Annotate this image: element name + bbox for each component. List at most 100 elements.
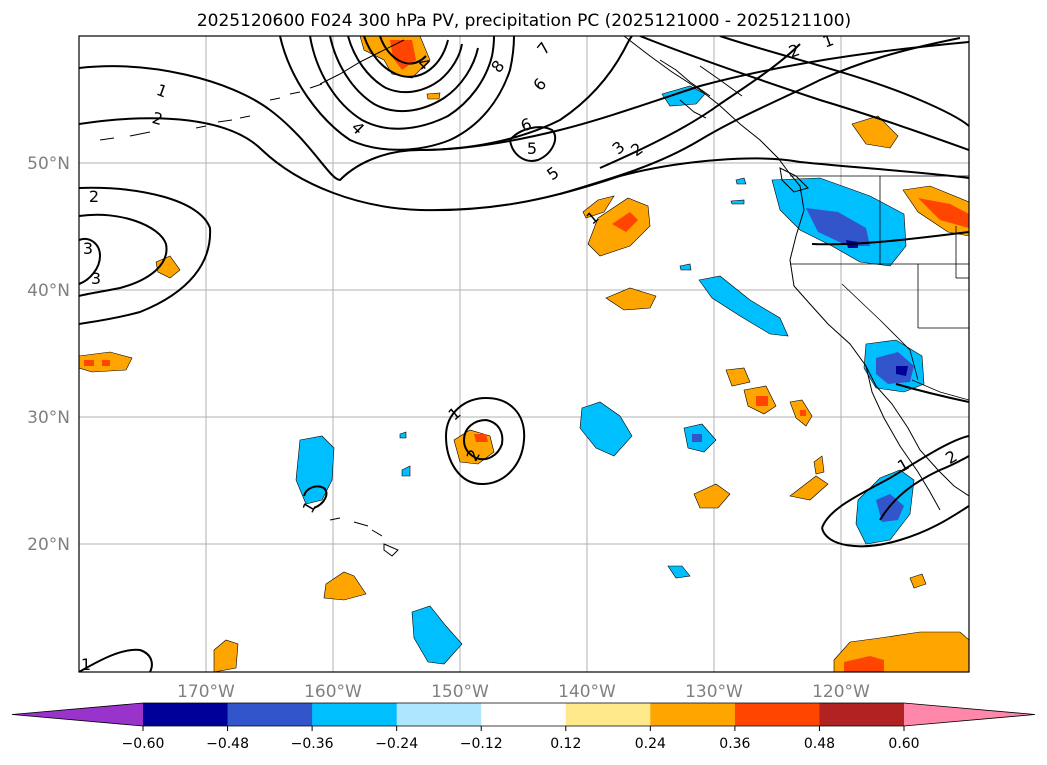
contour-baja-2 — [879, 455, 969, 521]
pv-contours — [79, 36, 969, 672]
contour-western-4 — [79, 238, 102, 285]
precip-pos-324 — [323, 571, 367, 601]
precip-pos-910 — [909, 573, 927, 589]
map-frame — [78, 35, 970, 673]
contour-socal-2 — [895, 383, 969, 403]
colorbar-segment — [396, 703, 482, 726]
colorbar-segment — [312, 703, 398, 726]
lon-label: 160°W — [304, 682, 362, 702]
contour-label: 2 — [150, 108, 165, 129]
precip-neg-small3 — [399, 431, 407, 439]
colorbar-tick-label: −0.12 — [460, 736, 503, 752]
precip-pos-814 — [813, 455, 825, 475]
colorbar-tick-label: 0.48 — [804, 736, 835, 752]
precip-strongpos-south-east — [844, 656, 884, 672]
precip-neg-small4 — [401, 465, 411, 477]
colorbar-tick-label: 0.24 — [635, 736, 666, 752]
lon-label: 140°W — [558, 682, 616, 702]
contour-label: 5 — [527, 139, 537, 158]
lon-label: 130°W — [685, 682, 743, 702]
colorbar-extension-min — [12, 703, 143, 726]
lon-label: 170°W — [177, 682, 235, 702]
precip-pos-790-2 — [789, 475, 829, 501]
contour-east-1b — [639, 36, 969, 151]
precip-strongpos-idaho — [918, 198, 969, 228]
colorbar-tick-label: 0.36 — [719, 736, 750, 752]
coastlines — [99, 36, 969, 557]
lat-label: 30°N — [27, 408, 70, 428]
contour-subtropical-2 — [462, 418, 504, 461]
contour-label: 2 — [89, 187, 99, 206]
colorbar-segment — [734, 703, 820, 726]
precip-darkneg-socal — [896, 366, 908, 376]
contour-southwest — [79, 648, 153, 672]
precip-strongpos-lowcenter — [474, 434, 488, 442]
lat-label: 50°N — [27, 154, 70, 174]
contour-subtropical-1 — [444, 396, 526, 486]
contour-western-3 — [79, 213, 168, 297]
lon-label: 150°W — [431, 682, 489, 702]
precip-neg-162w — [295, 435, 335, 505]
colorbar-tick-label: 0.60 — [888, 736, 919, 752]
figure-title: 2025120600 F024 300 hPa PV, precipitatio… — [197, 11, 851, 31]
precip-neg-680 — [679, 263, 692, 271]
contour-alaska-3 — [329, 36, 479, 113]
colorbar-tick-label: −0.36 — [291, 736, 334, 752]
colorbar-segment — [227, 703, 313, 726]
contour-alaska-1 — [279, 36, 515, 151]
precip-strongneg-pnw — [806, 208, 870, 246]
contour-hawaii-1 — [303, 485, 328, 509]
contour-baja-1b — [821, 505, 969, 548]
contour-east-2 — [559, 37, 961, 195]
precip-neg-small1 — [735, 177, 747, 185]
lat-labels: 50°N 40°N 30°N 20°N — [27, 154, 70, 555]
precip-strongpos-alaska — [390, 40, 416, 70]
aleutian-islands — [99, 83, 323, 141]
precip-strongpos-790 — [800, 410, 806, 416]
contour-label: 3 — [91, 269, 101, 288]
contour-western-2 — [79, 186, 212, 325]
precip-shading — [79, 36, 969, 672]
contour-baja-1 — [821, 435, 969, 529]
colorbar-segment — [819, 703, 905, 726]
precip-strongpos-offshore — [612, 212, 638, 232]
precip-pos-694 — [693, 483, 731, 509]
na-west-coast — [623, 36, 969, 497]
lat-label: 20°N — [27, 535, 70, 555]
map-background — [79, 36, 969, 672]
contour-alaska-2 — [309, 36, 495, 130]
colorbar-tick-label: 0.12 — [550, 736, 581, 752]
precip-pos-156 — [155, 255, 181, 279]
hawaii-islands — [329, 517, 399, 557]
precip-strongneg-socal — [876, 352, 914, 384]
precip-strongneg-130w — [692, 434, 702, 442]
borders — [790, 175, 969, 401]
contour-western-1 — [79, 117, 969, 212]
precip-pos-offshore2 — [582, 195, 615, 219]
precip-pos-726 — [725, 367, 751, 387]
precip-neg-streak — [698, 275, 789, 337]
contour-alaska-6 — [379, 36, 427, 65]
colorbar-tick-label: −0.48 — [206, 736, 249, 752]
contour-socal-1 — [811, 231, 969, 246]
precip-neg-668 — [667, 565, 691, 579]
vancouver-island — [779, 167, 809, 193]
contour-mid-ridge-5 — [419, 36, 633, 151]
precip-strongpos-west-edge — [84, 360, 110, 366]
precip-pos-214 — [213, 639, 239, 672]
precip-pos-40n — [605, 287, 657, 311]
baja-peninsula — [865, 365, 941, 511]
contour-east-1c — [719, 36, 969, 127]
contour-alaska-4 — [347, 36, 463, 94]
colorbar-tick-label: −0.60 — [122, 736, 165, 752]
colorbar-extension-max — [904, 703, 1035, 726]
contour-label: 1 — [81, 655, 91, 674]
map-panel: 1 2 3 4 5 6 7 8 1 2 3 2 1 2 1 3 4 5 6 1 — [78, 35, 970, 674]
contour-mid-ridge-6 — [508, 126, 557, 162]
precip-strongpos-744 — [756, 396, 768, 406]
precip-neg-small2 — [730, 199, 745, 205]
colorbar: −0.60 −0.48 −0.36 −0.24 −0.12 0.12 0.24 0.36 0.4… — [11, 702, 1036, 752]
contour-east-3 — [599, 43, 801, 169]
contour-label: 3 — [83, 239, 93, 258]
